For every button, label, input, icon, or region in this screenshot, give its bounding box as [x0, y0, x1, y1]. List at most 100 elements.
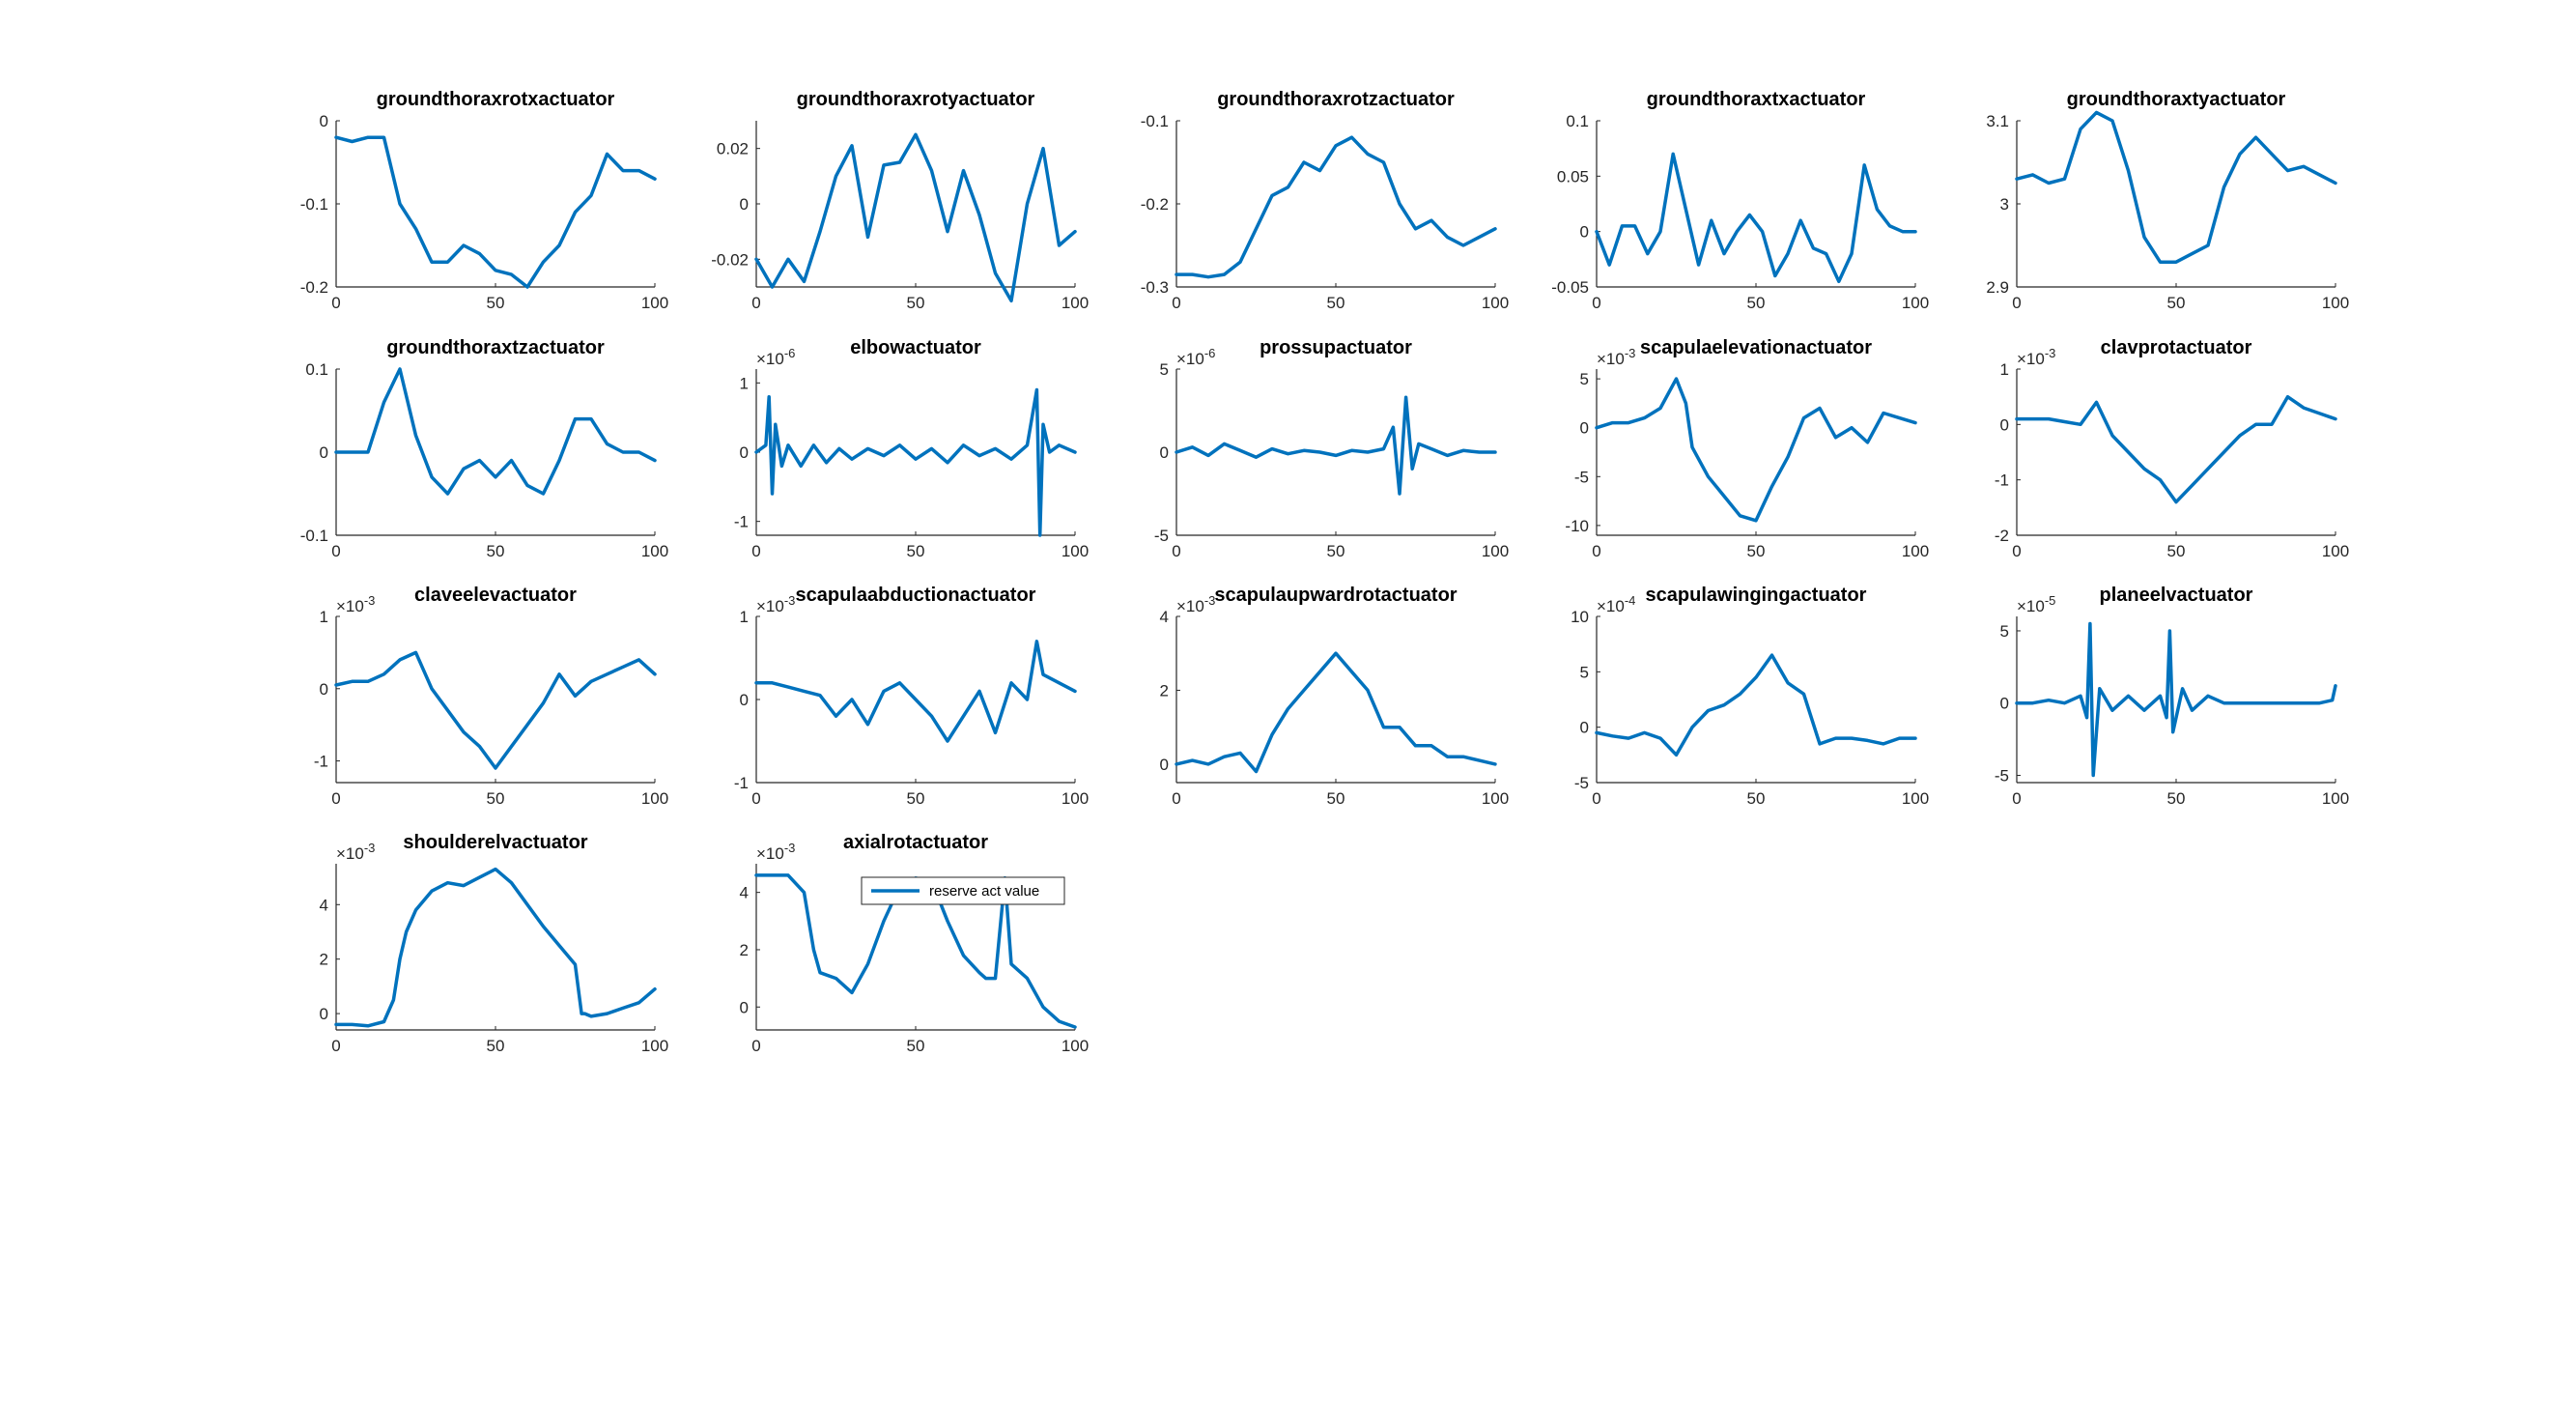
x-tick-label: 0	[2012, 789, 2021, 808]
y-tick-label: 0	[740, 691, 749, 709]
y-tick-label: 5	[1580, 370, 1589, 388]
x-tick-label: 50	[487, 789, 505, 808]
series-line	[1595, 152, 1917, 284]
axis-exponent: ×10-3	[1176, 593, 1215, 615]
y-tick-label: 0	[1160, 756, 1169, 774]
y-tick-label: 0.02	[717, 140, 749, 158]
axis-exponent: ×10-3	[336, 593, 375, 615]
plot-area	[756, 121, 1075, 287]
y-tick-label: 0	[320, 1005, 328, 1023]
x-tick-label: 0	[331, 789, 340, 808]
y-tick-label: 0	[2000, 695, 2009, 713]
x-tick-label: 0	[751, 294, 760, 312]
legend: reserve act value	[861, 876, 1065, 905]
plot-area	[2017, 369, 2335, 535]
y-tick-label: 4	[740, 884, 749, 902]
legend-label: reserve act value	[929, 883, 1039, 900]
x-tick-label: 100	[641, 294, 668, 312]
y-tick-label: 3	[2000, 195, 2009, 214]
plot-area	[336, 369, 655, 535]
y-tick-label: -0.02	[711, 250, 749, 269]
x-tick-label: 100	[641, 789, 668, 808]
y-tick-label: 0	[1580, 419, 1589, 438]
x-tick-label: 50	[487, 294, 505, 312]
plot-area	[1176, 369, 1495, 535]
y-tick-label: 4	[1160, 608, 1169, 626]
series-line	[754, 640, 1077, 743]
axis-exponent: ×10-3	[756, 593, 795, 615]
y-tick-label: -1	[734, 513, 749, 531]
y-tick-label: 0	[1580, 719, 1589, 737]
x-tick-label: 0	[751, 789, 760, 808]
y-tick-label: -5	[1154, 527, 1169, 545]
y-tick-label: -5	[1574, 774, 1589, 792]
x-tick-label: 50	[907, 789, 925, 808]
plot-area	[336, 864, 655, 1030]
axis-exponent: ×10-3	[2017, 346, 2055, 368]
axis-exponent: ×10-3	[756, 841, 795, 863]
subplot-2: groundthoraxrotyactuator 0 50 100 -0.02 0 0.02	[711, 89, 1089, 312]
series-line	[1175, 135, 1497, 279]
x-tick-label: 0	[1592, 294, 1600, 312]
y-tick-label: 4	[320, 896, 328, 914]
series-line	[754, 132, 1077, 303]
x-tick-label: 50	[1327, 789, 1345, 808]
plot-area	[1597, 369, 1915, 535]
series-line	[334, 135, 657, 289]
subplot-title: groundthoraxtyactuator	[2067, 89, 2286, 110]
y-tick-label: 5	[2000, 622, 2009, 641]
x-tick-label: 100	[1062, 1037, 1089, 1055]
series-line	[754, 387, 1077, 537]
plot-area	[756, 369, 1075, 535]
series-line	[1175, 395, 1497, 496]
y-tick-label: 0	[1580, 223, 1589, 242]
x-tick-label: 100	[1062, 542, 1089, 560]
subplot-title: clavprotactuator	[2101, 337, 2252, 358]
axis-exponent: ×10-5	[2017, 593, 2055, 615]
y-tick-label: 0	[1160, 443, 1169, 462]
x-tick-label: 50	[487, 542, 505, 560]
subplot-16: shoulderelvactuator 0 50 100 0 2 4 ×10-3	[320, 832, 669, 1055]
series-line	[334, 367, 657, 496]
x-tick-label: 0	[331, 294, 340, 312]
plot-area	[2017, 616, 2335, 783]
y-tick-label: 0.1	[305, 360, 328, 379]
subplot-title: prossupactuator	[1260, 337, 1412, 358]
subplot-title: claveelevactuator	[414, 585, 577, 606]
x-tick-label: 50	[1327, 542, 1345, 560]
series-line	[1595, 653, 1917, 757]
subplot-5: groundthoraxtyactuator 0 50 100 2.9 3 3.1	[1986, 89, 2349, 312]
y-tick-label: 0	[740, 195, 749, 214]
y-tick-label: -5	[1995, 767, 2009, 785]
x-tick-label: 100	[641, 1037, 668, 1055]
y-tick-label: 0.05	[1557, 167, 1589, 186]
subplot-title: shoulderelvactuator	[403, 832, 587, 853]
subplot-title: scapulaupwardrotactuator	[1214, 585, 1457, 606]
x-tick-label: 100	[1482, 294, 1509, 312]
y-tick-label: 1	[740, 608, 749, 626]
x-tick-label: 100	[1482, 789, 1509, 808]
subplot-17: axialrotactuator 0 50 100 0 2 4 ×10-3	[740, 832, 1090, 1055]
axis-exponent: ×10-6	[756, 346, 795, 368]
y-tick-label: -5	[1574, 468, 1589, 486]
y-tick-label: 0	[740, 443, 749, 462]
subplot-10: clavprotactuator 0 50 100 -2 -1 0 1 ×10-3	[1995, 337, 2349, 560]
x-tick-label: 50	[487, 1037, 505, 1055]
y-tick-label: 0	[2000, 415, 2009, 434]
y-tick-label: -0.05	[1551, 278, 1589, 297]
plot-area	[1597, 121, 1915, 287]
subplot-1: groundthoraxrotxactuator 0 50 100 -0.2 -0.1 0	[300, 89, 668, 312]
subplot-3: groundthoraxrotzactuator 0 50 100 -0.3 -0.2 -0…	[1141, 89, 1509, 312]
x-tick-label: 0	[1592, 789, 1600, 808]
x-tick-label: 100	[2322, 294, 2349, 312]
y-tick-label: 0.1	[1566, 112, 1589, 130]
plot-area	[2017, 121, 2335, 287]
y-tick-label: 2.9	[1986, 278, 2009, 297]
